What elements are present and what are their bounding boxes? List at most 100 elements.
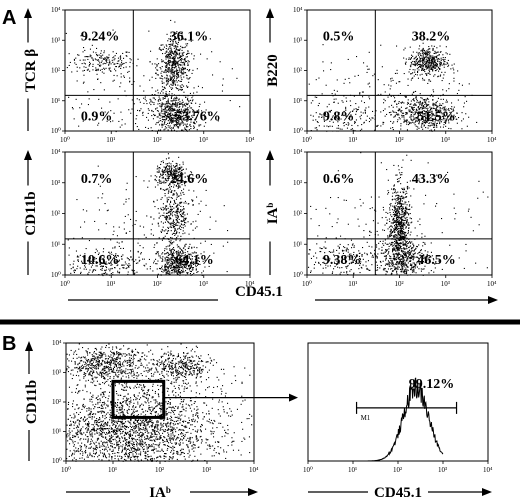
scatter-point [209, 216, 211, 218]
scatter-point [406, 181, 408, 183]
scatter-point [178, 113, 180, 115]
scatter-point [393, 221, 395, 223]
scatter-point [431, 119, 433, 121]
scatter-point [392, 79, 394, 81]
scatter-point [380, 93, 382, 95]
scatter-point [190, 177, 192, 179]
scatter-point [330, 62, 332, 64]
scatter-point [415, 118, 417, 120]
scatter-point [166, 261, 168, 263]
scatter-point [450, 68, 452, 70]
scatter-point [177, 270, 179, 272]
scatter-point [168, 157, 170, 159]
scatter-point [399, 242, 401, 244]
scatter-point [97, 261, 99, 263]
scatter-point [177, 61, 179, 63]
scatter-point [180, 59, 182, 61]
scatter-point [77, 255, 79, 257]
scatter-point [387, 262, 389, 264]
scatter-point [150, 99, 152, 101]
scatter-point [416, 108, 418, 110]
scatter-point [93, 262, 95, 264]
scatter-point [80, 271, 82, 273]
scatter-point [70, 268, 72, 270]
scatter-point [425, 98, 427, 100]
scatter-point [172, 262, 174, 264]
scatter-point [389, 209, 391, 211]
scatter-point [121, 241, 123, 243]
scatter-point [315, 119, 317, 121]
scatter-point [173, 267, 175, 269]
scatter-point [431, 114, 433, 116]
scatter-point [413, 91, 415, 93]
scatter-point [87, 274, 89, 276]
scatter-point [391, 232, 393, 234]
scatter-point [336, 79, 338, 81]
scatter-point [419, 101, 421, 103]
scatter-point [163, 71, 165, 73]
scatter-point [402, 250, 404, 252]
scatter-point [176, 259, 178, 261]
scatter-point [181, 64, 183, 66]
scatter-point [110, 268, 112, 270]
scatter-point [113, 112, 115, 114]
scatter-point [345, 109, 347, 111]
scatter-point [164, 166, 166, 168]
scatter-point [411, 111, 413, 113]
quadrant-percent-lower-right: 64.1% [175, 253, 214, 268]
scatter-point [423, 60, 425, 62]
scatter-point [390, 225, 392, 227]
scatter-point [402, 226, 404, 228]
scatter-point [187, 262, 189, 264]
scatter-point [162, 98, 164, 100]
scatter-point [177, 265, 179, 267]
scatter-point [112, 234, 114, 236]
scatter-point [450, 114, 452, 116]
scatter-point [326, 130, 328, 132]
scatter-point [408, 205, 410, 207]
scatter-point [180, 210, 182, 212]
scatter-point [395, 214, 397, 216]
scatter-point [417, 106, 419, 108]
scatter-point [156, 107, 158, 109]
scatter-point [409, 65, 411, 67]
scatter-point [401, 200, 403, 202]
scatter-point [408, 71, 410, 73]
scatter-point [336, 117, 338, 119]
scatter-point [436, 59, 438, 61]
scatter-point [170, 78, 172, 80]
scatter-point [187, 120, 189, 122]
scatter-point [180, 55, 182, 57]
y-tick-label: 10² [51, 210, 60, 218]
scatter-point [189, 118, 191, 120]
scatter-point [434, 59, 436, 61]
scatter-point [175, 114, 177, 116]
scatter-point [114, 55, 116, 57]
scatter-point [173, 241, 175, 243]
scatter-point [426, 120, 428, 122]
scatter-point [174, 178, 176, 180]
scatter-point [409, 105, 411, 107]
scatter-point [170, 266, 172, 268]
scatter-point [430, 60, 432, 62]
scatter-point [172, 87, 174, 89]
scatter-point [176, 221, 178, 223]
scatter-point [403, 261, 405, 263]
scatter-point [406, 121, 408, 123]
scatter-point [405, 263, 407, 265]
scatter-point [194, 112, 196, 114]
scatter-point [193, 109, 195, 111]
scatter-point [151, 87, 153, 89]
scatter-point [159, 181, 161, 183]
scatter-point [165, 62, 167, 64]
scatter-point [187, 60, 189, 62]
scatter-point [175, 168, 177, 170]
scatter-point [396, 198, 398, 200]
scatter-point [428, 115, 430, 117]
scatter-point [438, 70, 440, 72]
scatter-point [125, 201, 127, 203]
scatter-point [394, 207, 396, 209]
scatter-point [177, 263, 179, 265]
scatter-point [405, 120, 407, 122]
scatter-point [170, 119, 172, 121]
